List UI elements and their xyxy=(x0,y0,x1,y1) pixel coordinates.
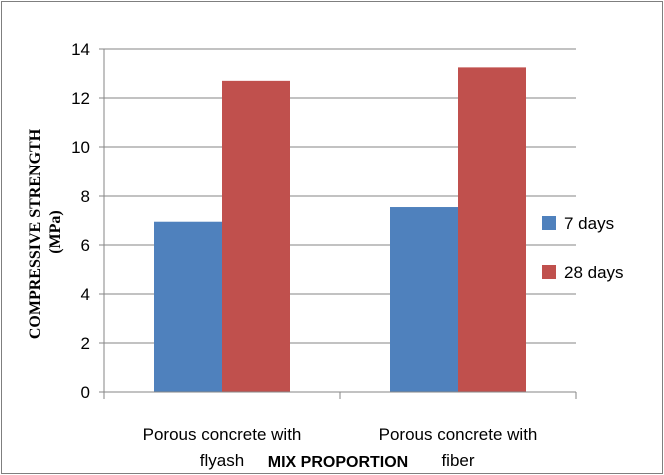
y-tick-labels: 0 2 4 6 8 10 12 14 xyxy=(71,40,90,402)
legend-swatch-7-days xyxy=(542,216,556,230)
bar-28-days-1 xyxy=(222,80,290,392)
x-axis-title: MIX PROPORTION xyxy=(268,454,408,471)
legend: 7 days 28 days xyxy=(542,214,624,282)
x-category-label: flyash xyxy=(200,451,244,470)
x-category-label: Porous concrete with xyxy=(379,425,538,444)
y-tick-label: 2 xyxy=(81,334,90,353)
y-tick-label: 4 xyxy=(81,285,90,304)
legend-label: 28 days xyxy=(564,263,624,282)
y-tick-label: 8 xyxy=(81,187,90,206)
y-axis-title: COMPRESSIVE STRENGTH (MPa) xyxy=(27,125,64,339)
legend-swatch-28-days xyxy=(542,265,556,279)
y-tick-label: 10 xyxy=(71,138,90,157)
y-tick-label: 0 xyxy=(81,383,90,402)
bar-28-days-2 xyxy=(458,67,526,392)
y-tick-label: 14 xyxy=(71,40,90,59)
axes xyxy=(99,48,577,399)
y-axis-title-line-1: COMPRESSIVE STRENGTH xyxy=(27,128,44,339)
bars xyxy=(154,67,526,392)
y-axis-title-line-2: (MPa) xyxy=(47,210,64,254)
bar-7-days-2 xyxy=(390,207,458,392)
bar-7-days-1 xyxy=(154,221,222,392)
y-tick-label: 12 xyxy=(71,89,90,108)
x-category-label: Porous concrete with xyxy=(143,425,302,444)
x-category-label: fiber xyxy=(441,451,474,470)
legend-label: 7 days xyxy=(564,214,614,233)
y-tick-label: 6 xyxy=(81,236,90,255)
x-category-labels: Porous concrete with flyash Porous concret… xyxy=(143,425,538,470)
